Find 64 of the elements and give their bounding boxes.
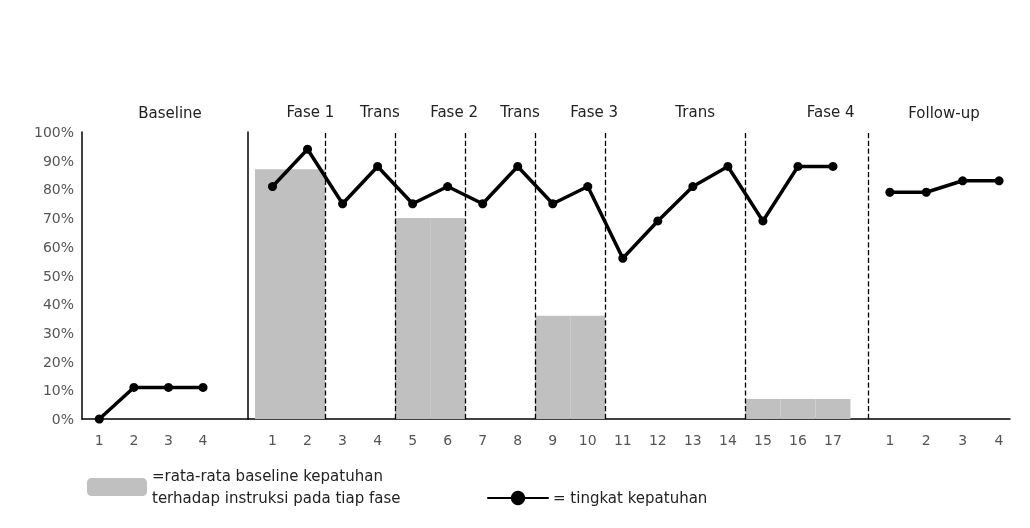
x-tick-label: 1 [268, 432, 277, 448]
y-tick-label: 30% [42, 324, 74, 341]
x-tick-label: 14 [718, 432, 737, 448]
x-tick-label: 3 [958, 432, 968, 448]
y-tick-label: 40% [42, 296, 74, 313]
point [793, 161, 803, 171]
text: Fase 3 [570, 102, 619, 121]
y-tick-label: 20% [42, 353, 74, 370]
point [408, 199, 418, 209]
point [338, 199, 348, 209]
x-tick-label: 6 [443, 432, 453, 448]
x-tick-label: 11 [613, 432, 632, 448]
legend-label: = tingkat kepatuhan [553, 489, 708, 507]
x-tick-label: 2 [921, 432, 931, 448]
point [758, 216, 768, 226]
y-tick-label: 60% [42, 238, 74, 255]
text: Trans [499, 102, 541, 121]
x-tick-label: 2 [129, 432, 139, 448]
text: Fase 2 [430, 102, 478, 121]
x-tick-label: 15 [754, 432, 772, 448]
point [583, 182, 593, 192]
x-tick-label: 3 [164, 432, 173, 448]
point [723, 161, 733, 171]
chart-title: Follow-up [908, 103, 980, 122]
point [303, 144, 313, 154]
point [373, 161, 383, 171]
point [653, 216, 663, 226]
point [478, 199, 488, 209]
point [548, 199, 558, 209]
point [618, 253, 628, 263]
x-tick-label: 5 [408, 432, 418, 448]
x-tick-label: 4 [994, 432, 1004, 448]
x-tick-label: 12 [648, 432, 667, 448]
x-tick-label: 1 [94, 432, 104, 448]
x-tick-label: 7 [478, 432, 488, 448]
y-tick-label: 0% [51, 411, 74, 427]
y-tick-label: 10% [42, 382, 74, 399]
y-tick-label: 100% [33, 124, 74, 140]
x-tick-label: 4 [198, 432, 208, 448]
x-tick-label: 1 [885, 432, 895, 448]
text: Fase 4 [806, 102, 855, 121]
x-tick-label: 2 [303, 432, 313, 448]
text: Fase 1 [286, 102, 335, 121]
point [443, 182, 453, 192]
chart-title: Baseline [138, 103, 202, 122]
point [688, 182, 698, 192]
x-tick-label: 17 [824, 432, 842, 448]
y-tick-label: 70% [42, 210, 74, 227]
y-tick-label: 90% [42, 152, 74, 169]
text: Trans [359, 102, 400, 121]
x-tick-label: 10 [578, 432, 597, 448]
x-tick-label: 13 [683, 432, 702, 448]
point [828, 161, 838, 171]
y-tick-label: 80% [42, 181, 74, 198]
y-tick-label: 50% [42, 267, 74, 284]
x-tick-label: 16 [789, 432, 807, 448]
x-tick-label: 8 [513, 432, 523, 448]
point [513, 161, 523, 171]
legend-label: =rata-rata baseline kepatuhan terhadap instruksi pada tiap fase [152, 467, 401, 507]
x-tick-label: 3 [338, 432, 348, 448]
text: Trans [674, 102, 716, 121]
x-tick-label: 4 [373, 432, 383, 448]
point [268, 182, 278, 192]
x-tick-label: 9 [548, 432, 558, 448]
